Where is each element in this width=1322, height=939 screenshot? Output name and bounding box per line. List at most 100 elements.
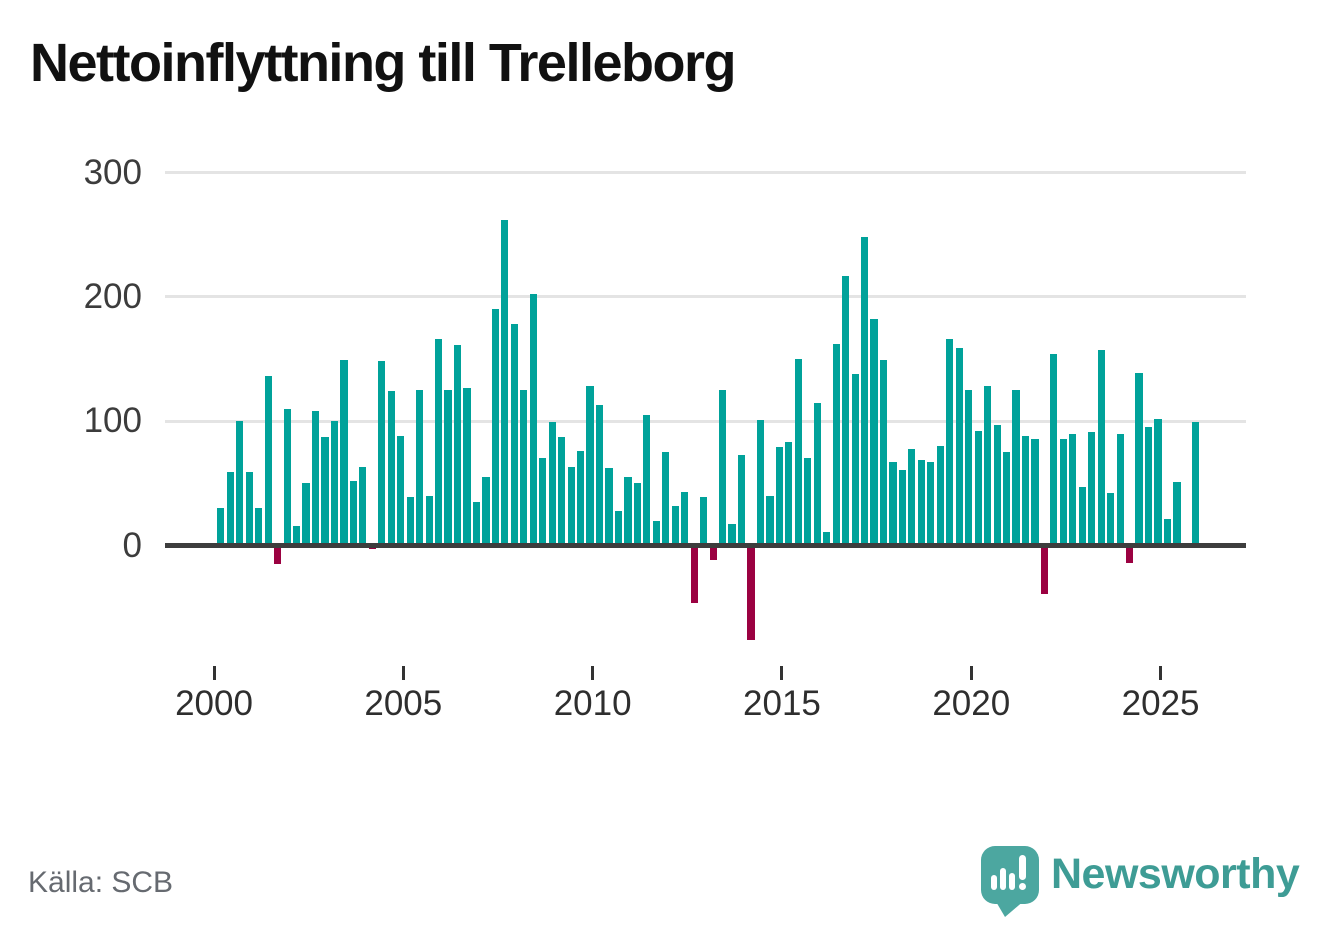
bar-positive — [946, 339, 954, 546]
bar-positive — [217, 508, 225, 546]
bar-positive — [823, 531, 831, 546]
x-axis-tick — [591, 666, 595, 680]
bar-positive — [718, 390, 727, 546]
y-axis-tick-label: 200 — [83, 276, 142, 316]
bar-positive — [614, 510, 623, 546]
x-axis-tick-label: 2010 — [553, 684, 632, 723]
bar-positive — [804, 458, 812, 546]
bar-positive — [1097, 350, 1105, 546]
bar-positive — [870, 319, 878, 546]
x-axis-tick-label: 2000 — [175, 684, 253, 723]
bar-positive — [756, 419, 765, 546]
bar-positive — [1107, 493, 1115, 546]
bar-positive — [813, 402, 821, 546]
bar-positive — [397, 436, 405, 546]
bar-positive — [662, 452, 670, 546]
bar-positive — [974, 431, 982, 546]
bar-positive — [586, 386, 594, 546]
bar-positive — [472, 501, 481, 546]
bar-negative — [747, 545, 755, 640]
y-gridline — [165, 171, 1246, 174]
bar-positive — [1012, 390, 1020, 546]
bar-positive — [293, 525, 301, 546]
bar-negative — [1126, 545, 1134, 563]
bar-positive — [1059, 438, 1067, 546]
bar-positive — [898, 469, 907, 546]
bar-positive — [1135, 372, 1143, 546]
bar-positive — [577, 451, 585, 546]
bar-positive — [1002, 452, 1011, 546]
y-axis-tick-label: 300 — [83, 152, 142, 192]
x-axis-tick — [969, 666, 973, 680]
bar-positive — [463, 387, 471, 546]
bar-positive — [681, 492, 689, 546]
bar-positive — [1154, 418, 1162, 546]
y-axis-tick-label: 100 — [83, 401, 142, 441]
bar-positive — [435, 339, 443, 546]
bar-positive — [936, 446, 944, 546]
bar-positive — [1173, 482, 1181, 546]
bar-positive — [510, 324, 518, 546]
bar-positive — [860, 237, 869, 546]
bar-positive — [671, 505, 679, 546]
bar-positive — [775, 447, 783, 546]
bar-positive — [794, 359, 802, 546]
x-axis-tick — [780, 666, 784, 680]
x-axis-tick — [401, 666, 405, 680]
bar-positive — [1069, 433, 1077, 546]
bar-positive — [927, 462, 935, 546]
bar-negative — [274, 545, 282, 565]
bar-positive — [482, 477, 490, 546]
x-axis-tick-label: 2025 — [1121, 684, 1200, 723]
bar-positive — [453, 345, 462, 546]
bar-positive — [1192, 422, 1200, 546]
bar-positive — [311, 411, 320, 546]
bar-positive — [406, 497, 414, 546]
bar-positive — [955, 347, 963, 546]
bar-positive — [595, 405, 604, 546]
bar-positive — [1050, 354, 1058, 546]
bar-positive — [1031, 438, 1039, 546]
bar-positive — [283, 408, 291, 546]
bar-positive — [908, 448, 916, 546]
bar-positive — [529, 294, 537, 546]
bar-positive — [245, 472, 253, 546]
bar-positive — [378, 361, 386, 546]
bar-positive — [567, 467, 575, 546]
bar-positive — [1021, 436, 1030, 546]
bar-positive — [264, 376, 272, 546]
bar-positive — [643, 414, 651, 546]
bar-positive — [321, 437, 329, 546]
bar-positive — [965, 390, 973, 546]
bar-positive — [387, 391, 395, 546]
bar-positive — [558, 437, 566, 546]
bar-positive — [330, 421, 339, 546]
bar-positive — [624, 477, 632, 546]
bar-positive — [226, 472, 234, 546]
bar-positive — [1116, 433, 1124, 546]
bar-positive — [1078, 487, 1086, 546]
bar-positive — [302, 483, 310, 546]
bar-positive — [633, 483, 641, 546]
bar-positive — [917, 459, 925, 546]
y-gridline — [165, 295, 1246, 299]
bar-positive — [652, 520, 660, 546]
bar-positive — [236, 421, 244, 546]
bar-negative — [1040, 545, 1049, 594]
x-axis-tick — [212, 666, 216, 680]
bar-positive — [842, 275, 850, 546]
source-caption: Källa: SCB — [28, 866, 174, 899]
bar-positive — [851, 373, 859, 546]
bar-positive — [520, 390, 528, 546]
newsworthy-logo: Newsworthy — [981, 844, 1301, 924]
bar-positive — [1163, 519, 1172, 546]
bar-positive — [539, 458, 547, 546]
bar-positive — [728, 524, 736, 546]
bar-negative — [690, 545, 698, 603]
x-axis-tick-label: 2015 — [743, 684, 821, 723]
y-axis-tick-label: 0 — [122, 525, 142, 565]
bar-positive — [737, 454, 746, 546]
bar-positive — [416, 390, 424, 546]
